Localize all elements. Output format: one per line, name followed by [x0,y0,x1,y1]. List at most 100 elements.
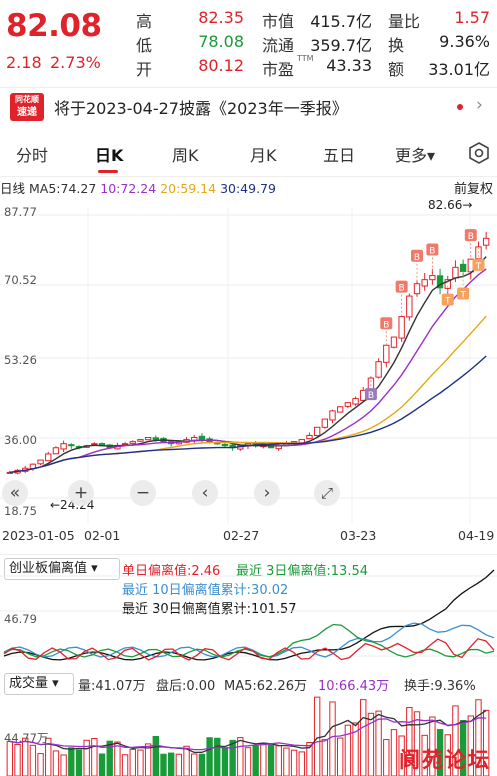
signal-badge-letter: B [399,284,405,294]
max-price-marker: 82.66→ [428,198,473,212]
candle-body [352,398,359,405]
candle-body [137,439,144,442]
zoom-in-icon[interactable]: + [68,480,94,506]
zoom-out-icon[interactable]: − [130,480,156,506]
ma-legend: 日线 MA5:74.27 10:72.24 20:59.14 30:49.79 [0,178,276,197]
signal-badge-letter: B [383,320,389,330]
kline-ma-lines [9,256,487,474]
kaxis-label: 53.26 [4,353,37,367]
candle-body [191,437,198,441]
price-change: 2.18 [6,53,42,72]
candle-body [413,283,421,295]
volume-bar [114,741,121,776]
tab-five-day[interactable]: 五日 [323,146,356,165]
adjust-mode[interactable]: 前复权 [454,182,494,197]
tab-more[interactable]: 更多▾ [395,146,436,165]
candle-body [37,459,44,465]
indicator-selector[interactable]: 创业板偏离值 ▾ [4,558,120,580]
volume-bar [452,705,459,776]
volume-bar [183,745,190,776]
candle-body [436,275,444,289]
pe-ttm-sup: TTM [297,54,314,63]
date-label: 02-01 [84,528,121,543]
volume-ma5: MA5:62.26万 [224,679,307,694]
active-tab-indicator [98,170,118,173]
news-bar[interactable]: 同花顺 速递 将于2023-04-27披露《2023年一季报》 › [0,87,497,125]
signal-badge [472,258,485,271]
candle-body [344,402,352,407]
indicator-axis-label: 46.79 [4,612,37,626]
ma10-line [9,268,487,474]
volume-bar [175,753,183,776]
volume-bar [283,747,290,776]
volume-selector[interactable]: 成交量 ▾ [4,673,74,695]
scroll-left-icon[interactable]: ‹ [192,480,218,506]
volume-bar [260,743,267,776]
float-value: 359.7亿 [310,36,372,55]
signal-badge-letter: T [459,290,466,300]
amount-value: 33.01亿 [428,60,490,79]
tab-weekly-k[interactable]: 周K [172,146,199,165]
volume-ma5-line [9,709,487,754]
mktcap-value: 415.7亿 [310,12,372,31]
news-badge: 同花顺 速递 [10,93,44,121]
volume-ma10-line [9,717,487,751]
indicator-3day: 最近 3日偏离值:13.54 [236,564,368,579]
volume-bar [337,737,344,776]
indicator-30day: 最近 30日偏离值累计:101.57 [122,602,297,617]
indicator-single-day: 单日偏离值:2.46 [122,564,221,579]
tab-daily-k[interactable]: 日K [95,146,124,165]
volume-bar [214,737,221,776]
volume-bar [206,737,213,776]
candle-body [298,439,305,444]
candle-body [390,336,398,348]
volume-bar [459,719,467,776]
float-label: 流通 [262,36,295,55]
volratio-label: 量比 [388,12,421,31]
date-label: 03-23 [340,528,377,543]
turnover-value: 9.36% [439,32,490,51]
ma10-value: 10:72.24 [100,181,157,196]
indicator-chart[interactable] [0,556,497,666]
volume-bar [45,737,52,776]
volume-bar [421,734,428,776]
volume-bar [22,737,29,776]
fullscreen-icon[interactable]: ⤢ [314,480,340,506]
volume-chart[interactable] [0,692,497,776]
chevron-right-icon[interactable]: › [476,95,483,115]
scroll-right-icon[interactable]: › [254,480,280,506]
volume-bar [237,737,244,776]
candle-body [129,441,136,444]
signal-badge [426,243,439,256]
volume-bar [91,738,98,776]
signal-badge [364,388,377,401]
candle-body [452,266,459,279]
news-badge-top: 同花顺 [15,95,39,104]
kaxis-label: 87.77 [4,205,37,219]
scroll-left-fast-icon[interactable]: « [2,480,28,506]
volume-bar [398,735,405,776]
tab-monthly-k[interactable]: 月K [250,146,277,165]
signal-badge [380,317,393,330]
volume-bar [413,711,421,776]
deviation-single-line [3,638,495,661]
volume-bar [75,749,83,776]
candle-body [482,237,490,246]
volume-bar [306,742,313,776]
volume-axis-label: 44.77万 [4,731,49,745]
candle-body [68,444,75,447]
candle-body [329,410,336,421]
volume-bar [390,729,398,776]
signal-badge-letter: B [368,391,374,401]
volume-bar [37,753,44,776]
news-text[interactable]: 将于2023-04-27披露《2023年一季报》 [54,99,348,118]
candle-body [444,279,451,289]
volume-bar [375,710,382,776]
indicator-10day: 最近 10日偏离值累计:30.02 [122,583,289,598]
tab-intraday[interactable]: 分时 [16,146,49,165]
kaxis-label: 36.00 [4,433,37,447]
candle-body [421,279,428,287]
settings-icon[interactable] [468,142,490,164]
candle-body [459,263,467,272]
